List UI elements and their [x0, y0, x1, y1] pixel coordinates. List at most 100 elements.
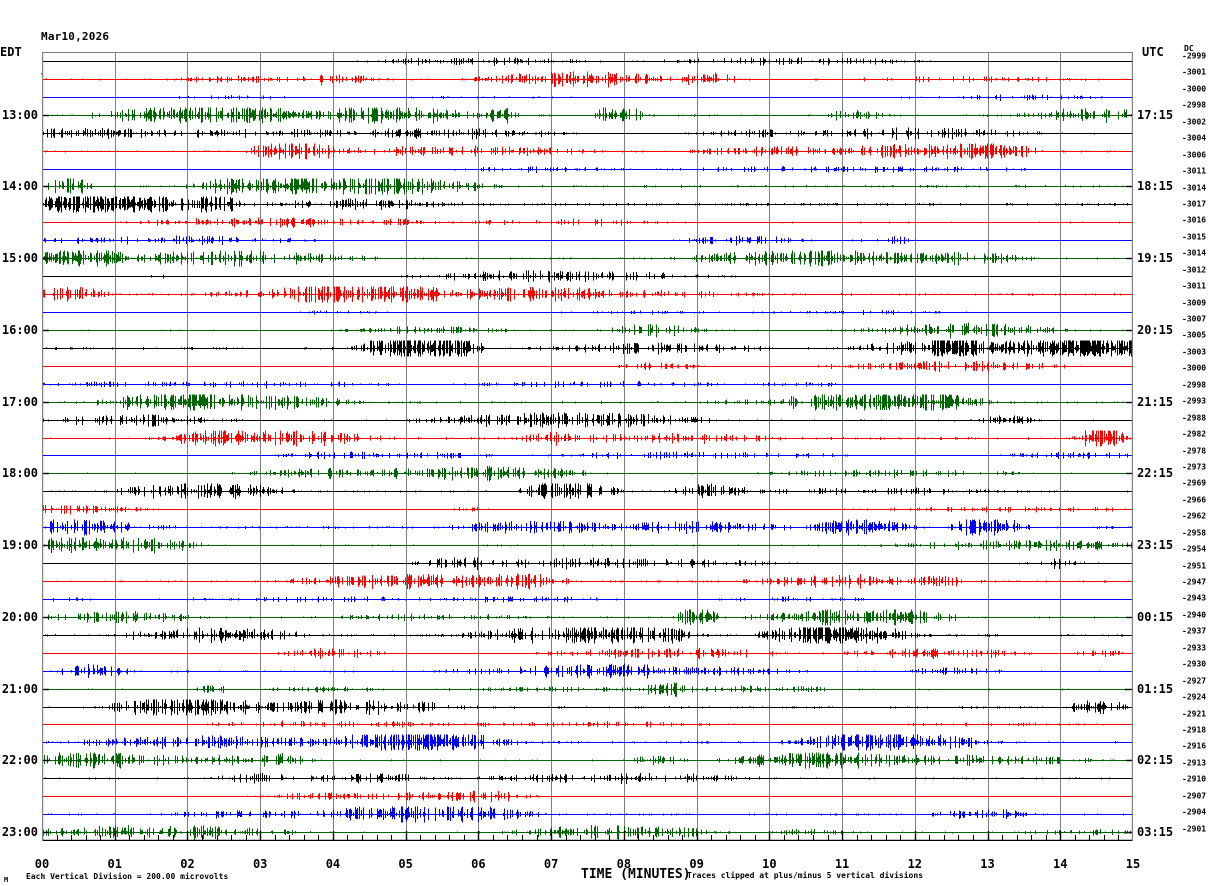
dc-value: -3014: [1182, 183, 1207, 192]
left-time-tick: 19:00: [1, 538, 38, 553]
dc-value: -2993: [1182, 396, 1207, 406]
dc-value: -3014: [1182, 248, 1207, 258]
x-axis-tick: 07: [543, 857, 559, 871]
dc-value: -2933: [1182, 643, 1207, 653]
left-time-tick: 15:00: [1, 251, 38, 266]
scale-marker: M: [4, 876, 9, 884]
right-time-tick: 17:15: [1137, 107, 1174, 122]
right-time-axis: 17:15 18:15 19:15 20:15 21:15 22:15 23:15 00:15…: [1137, 52, 1183, 841]
dc-value: -3006: [1182, 150, 1207, 160]
x-axis-tick: 08: [616, 857, 632, 871]
dc-value: -2901: [1182, 824, 1207, 834]
x-axis-tick: 00: [34, 857, 50, 871]
left-time-tick: 20:00: [1, 609, 38, 624]
x-axis-tick: 09: [689, 857, 704, 871]
dc-value: -3011: [1182, 281, 1207, 291]
dc-value: -2966: [1182, 495, 1207, 505]
x-axis-tick: 10: [762, 857, 777, 871]
x-axis-tick: 13: [980, 857, 995, 871]
dc-value: -2921: [1182, 709, 1207, 718]
left-axis-label: EDT: [0, 45, 22, 59]
dc-value: -3001: [1182, 67, 1207, 77]
dc-value: -3000: [1182, 363, 1207, 373]
x-axis-tick: 15: [1125, 857, 1141, 871]
right-time-tick: 18:15: [1137, 179, 1174, 194]
dc-value: -3009: [1182, 298, 1207, 308]
dc-value: -2973: [1182, 462, 1207, 472]
x-axis-tick: 03: [252, 857, 268, 871]
clip-note: Traces clipped at plus/minus 5 vertical …: [687, 871, 924, 880]
dc-value: -3015: [1182, 232, 1207, 242]
x-axis-tick: 01: [107, 857, 122, 871]
dc-value: -2918: [1182, 725, 1207, 735]
x-axis-tick-labels: 00 01 02 03 04 05 06 07 08 09 10 11 12 13 14 15: [35, 857, 1140, 873]
dc-value: -2924: [1182, 692, 1207, 702]
x-axis-tick: 04: [325, 857, 341, 871]
helicorder-plot[interactable]: [42, 52, 1133, 841]
right-time-tick: 03:15: [1137, 825, 1174, 840]
dc-value: -2910: [1182, 774, 1207, 784]
dc-value: -3016: [1182, 215, 1207, 225]
dc-value: -2937: [1182, 626, 1207, 636]
dc-value: -2998: [1182, 100, 1207, 110]
dc-value: -2947: [1182, 577, 1207, 587]
dc-value: -3012: [1182, 265, 1207, 275]
dc-value: -2943: [1182, 593, 1207, 603]
left-time-axis: 13:00 14:00 15:00 16:00 17:00 18:00 19:00 20:00…: [0, 52, 38, 841]
x-axis-tick: 12: [907, 857, 923, 871]
dc-value: -2907: [1182, 791, 1207, 801]
dc-values-column: -2999 -3001 -3000 -2998 -3002 -3004 -3006 -3011…: [1182, 52, 1210, 841]
dc-value: -2904: [1182, 807, 1207, 817]
left-time-tick: 13:00: [1, 107, 38, 122]
dc-value: -3000: [1182, 84, 1207, 94]
right-time-tick: 19:15: [1137, 251, 1174, 266]
left-time-tick: 23:00: [1, 825, 38, 840]
dc-value: -2958: [1182, 528, 1207, 538]
x-axis-tick: 14: [1053, 857, 1068, 871]
dc-value: -2982: [1182, 429, 1207, 439]
left-time-tick: 21:00: [1, 681, 38, 696]
dc-value: -3002: [1182, 117, 1207, 127]
dc-value: -2930: [1182, 659, 1207, 669]
left-time-tick: 16:00: [1, 322, 38, 337]
dc-value: -3003: [1182, 347, 1207, 357]
dc-value: -2940: [1182, 610, 1207, 620]
dc-value: -2999: [1182, 51, 1207, 61]
dc-value: -3007: [1182, 314, 1207, 324]
dc-value: -2988: [1182, 413, 1207, 423]
left-time-tick: 18:00: [1, 466, 38, 481]
header-date: Mar10,2026: [41, 30, 110, 43]
right-time-tick: 02:15: [1137, 753, 1174, 768]
dc-value: -2962: [1182, 511, 1207, 521]
right-axis-label: UTC: [1142, 45, 1164, 59]
left-time-tick: 22:00: [1, 753, 38, 768]
dc-value: -2916: [1182, 741, 1207, 751]
dc-column-label: DC: [1184, 44, 1194, 53]
dc-value: -2951: [1182, 561, 1207, 571]
dc-value: -2969: [1182, 478, 1207, 488]
right-time-tick: 21:15: [1137, 394, 1174, 409]
left-time-tick: 17:00: [1, 394, 38, 409]
scale-note: Each Vertical Division = 200.00 microvol…: [26, 872, 229, 881]
dc-value: -2954: [1182, 544, 1207, 554]
helicorder-traces: [42, 52, 1133, 841]
right-time-tick: 00:15: [1137, 609, 1174, 624]
right-time-tick: 23:15: [1137, 538, 1174, 553]
x-axis-tick: 05: [398, 857, 413, 871]
dc-value: -2978: [1182, 446, 1207, 455]
dc-value: -3004: [1182, 133, 1207, 143]
dc-value: -2927: [1182, 676, 1207, 686]
dc-value: -3005: [1182, 330, 1207, 340]
right-time-tick: 20:15: [1137, 322, 1174, 337]
x-axis-tick: 11: [834, 857, 850, 871]
x-axis-tick: 02: [180, 857, 195, 871]
left-time-tick: 14:00: [1, 179, 38, 194]
right-time-tick: 22:15: [1137, 466, 1174, 481]
dc-value: -2998: [1182, 380, 1207, 390]
dc-value: -3017: [1182, 199, 1207, 209]
right-time-tick: 01:15: [1137, 681, 1174, 696]
dc-value: -3011: [1182, 166, 1207, 176]
x-axis-title: TIME (MINUTES): [581, 867, 691, 882]
dc-value: -2913: [1182, 758, 1207, 768]
x-axis-tick: 06: [471, 857, 486, 871]
